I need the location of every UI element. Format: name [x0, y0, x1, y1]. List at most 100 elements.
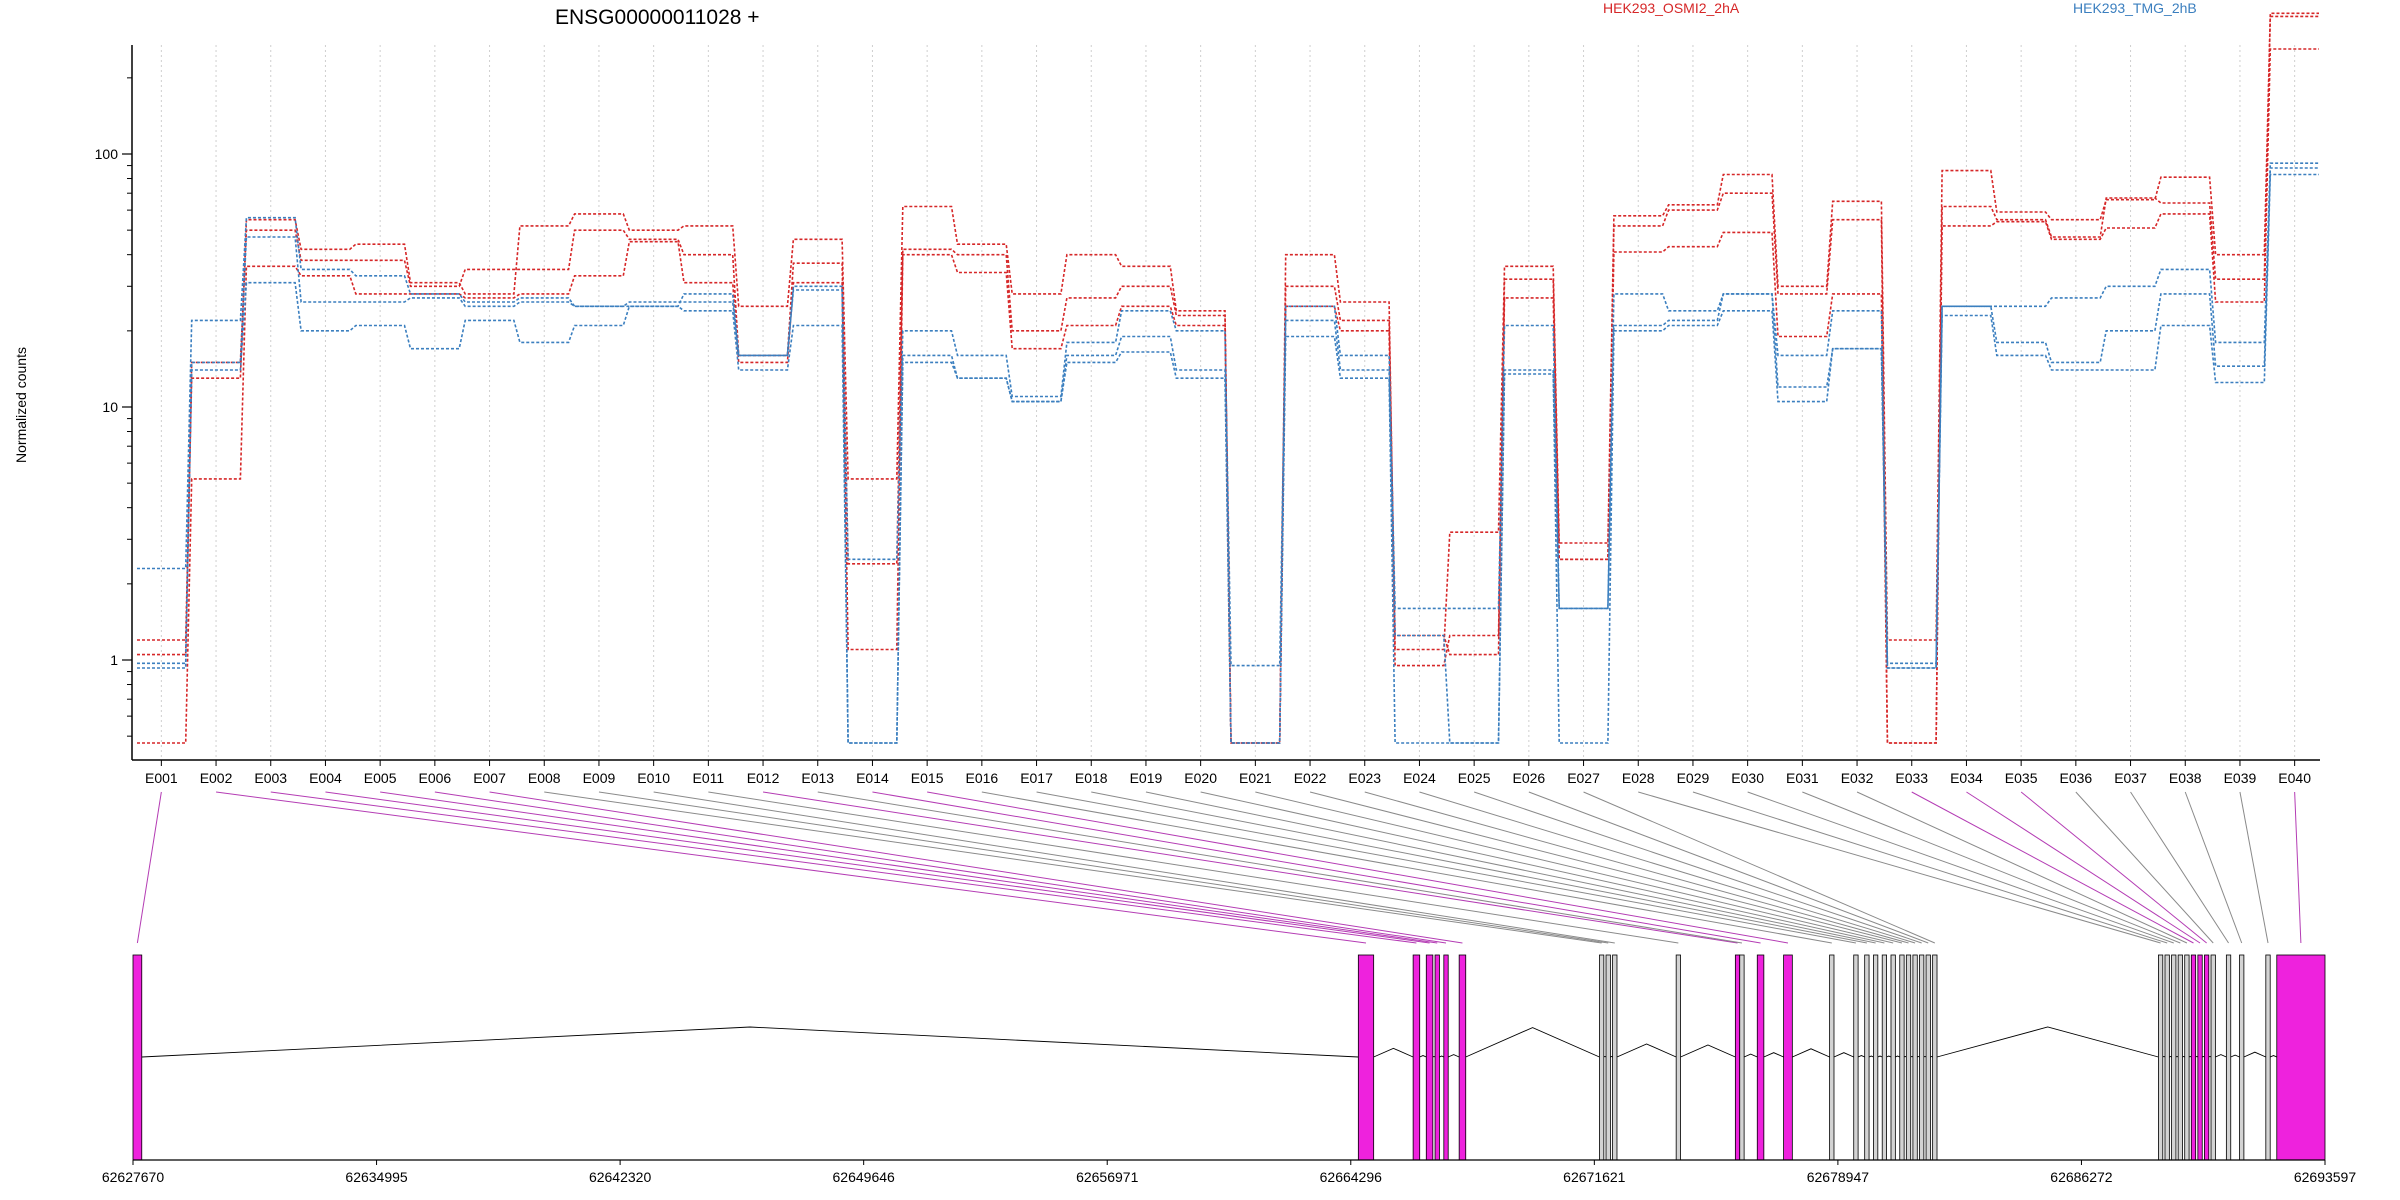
intron	[1792, 1048, 1830, 1058]
connector-e010	[653, 791, 1615, 944]
exon-e020	[1881, 954, 1887, 1161]
intron	[1373, 1047, 1414, 1058]
connector-e001	[136, 791, 162, 944]
x-tick-label: E021	[1239, 770, 1272, 786]
x-tick-label: E016	[965, 770, 998, 786]
x-tick-label: E007	[473, 770, 506, 786]
connector-e023	[1364, 791, 1909, 944]
y-tick-label: 10	[102, 399, 118, 415]
x-tick-label: E020	[1184, 770, 1217, 786]
exon-e033	[2190, 954, 2197, 1161]
x-tick-label: E032	[1841, 770, 1874, 786]
x-tick-label: E030	[1731, 770, 1764, 786]
x-tick-label: E006	[418, 770, 451, 786]
connector-e039	[2239, 791, 2269, 944]
series-line-tmg-5	[137, 173, 2319, 744]
exon-e001	[132, 954, 143, 1161]
x-tick-label: E005	[364, 770, 397, 786]
intron	[1936, 1026, 2159, 1058]
exon-e024	[1912, 954, 1918, 1161]
connector-e002	[215, 791, 1367, 944]
coord-tick-label: 62649646	[833, 1169, 896, 1185]
intron	[2243, 1051, 2266, 1058]
exon-e006	[1443, 954, 1449, 1161]
connector-e015	[927, 791, 1789, 944]
x-tick-label: E033	[1895, 770, 1928, 786]
coord-tick-label: 62634995	[345, 1169, 408, 1185]
connector-e013	[817, 791, 1743, 944]
x-tick-label: E038	[2169, 770, 2202, 786]
legend-tmg: HEK293_TMG_2hB	[2073, 0, 2197, 16]
exon-e040	[2276, 954, 2326, 1161]
x-tick-label: E013	[801, 770, 834, 786]
coord-tick-label: 62664296	[1320, 1169, 1383, 1185]
connector-e007	[489, 791, 1463, 944]
intron	[141, 1026, 1359, 1058]
y-axis-label: Normalized counts	[13, 347, 29, 463]
coord-tick-label: 62642320	[589, 1169, 652, 1185]
exon-e010	[1612, 954, 1618, 1161]
x-tick-label: E031	[1786, 770, 1819, 786]
intron	[1857, 1055, 1865, 1058]
exon-e013	[1739, 954, 1745, 1161]
exon-e035	[2204, 954, 2210, 1161]
exon-e015	[1783, 954, 1793, 1161]
exon-e014	[1756, 954, 1765, 1161]
connector-e028	[1638, 791, 2161, 944]
connector-e025	[1473, 791, 1922, 944]
exon-e007	[1458, 954, 1467, 1161]
intron	[1743, 1053, 1758, 1058]
x-tick-label: E040	[2278, 770, 2311, 786]
series-line-tmg-4	[137, 167, 2319, 744]
x-tick-label: E002	[200, 770, 233, 786]
intron	[2230, 1054, 2240, 1058]
connector-e035	[2020, 791, 2207, 944]
connector-e037	[2130, 791, 2229, 944]
series-line-tmg-3	[137, 162, 2319, 667]
series-line-osmi2-2	[137, 48, 2319, 744]
connector-e033	[1911, 791, 2194, 944]
coord-tick-label: 62678947	[1807, 1169, 1870, 1185]
exon-e030	[2171, 954, 2177, 1161]
connector-e029	[1692, 791, 2168, 944]
connector-e027	[1583, 791, 1936, 944]
connector-e018	[1091, 791, 1867, 944]
gene-model: 62627670 62634995 62642320 62649646 62656971…	[102, 954, 2357, 1185]
connector-e030	[1747, 791, 2174, 944]
connector-e014	[872, 791, 1761, 944]
gridlines	[160, 45, 2296, 760]
exon-e026	[1925, 954, 1931, 1161]
x-tick-label: E029	[1677, 770, 1710, 786]
intron	[1680, 1044, 1736, 1058]
connector-e011	[708, 791, 1679, 944]
coord-tick-label: 62627670	[102, 1169, 165, 1185]
x-tick-label: E014	[856, 770, 889, 786]
x-tick-label: E025	[1458, 770, 1491, 786]
x-tick-label: E026	[1512, 770, 1545, 786]
x-tick-label: E039	[2224, 770, 2257, 786]
x-tick-label: E037	[2114, 770, 2147, 786]
intron	[2270, 1055, 2277, 1058]
exon-e034	[2197, 954, 2203, 1161]
x-tick-label: E035	[2005, 770, 2038, 786]
coord-tick-label: 62686272	[2050, 1169, 2113, 1185]
intron	[1763, 1052, 1784, 1058]
connector-e019	[1145, 791, 1876, 944]
coord-tick-label: 62693597	[2294, 1169, 2357, 1185]
exon-e004	[1425, 954, 1434, 1161]
intron	[1833, 1052, 1854, 1058]
intron	[1877, 1055, 1883, 1058]
x-tick-label: E004	[309, 770, 342, 786]
exon-e011	[1675, 954, 1681, 1161]
x-tick-label: E011	[693, 770, 725, 786]
chart-title: ENSG00000011028 +	[555, 6, 760, 29]
coord-tick-label: 62656971	[1076, 1169, 1139, 1185]
exon-e039	[2265, 954, 2271, 1161]
x-tick-label: E022	[1294, 770, 1327, 786]
connector-e020	[1200, 791, 1885, 944]
x-tick-label: E023	[1348, 770, 1381, 786]
exon-e003	[1412, 954, 1421, 1161]
axes: 1 10 100 E001 E002 E003 E004 E005 E006 E007 E008 E0…	[95, 45, 2320, 786]
exon-e005	[1434, 954, 1440, 1161]
